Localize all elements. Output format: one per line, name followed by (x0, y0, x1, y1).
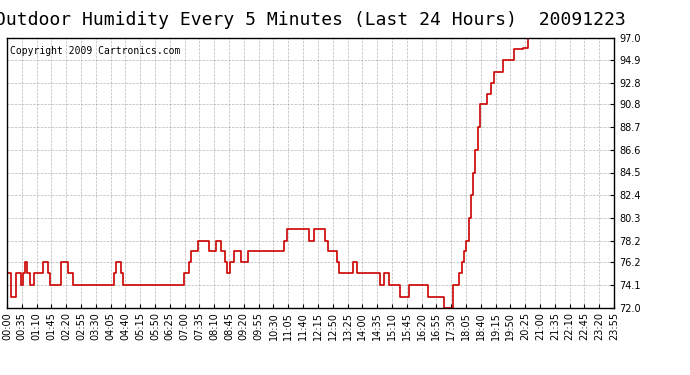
Text: Copyright 2009 Cartronics.com: Copyright 2009 Cartronics.com (10, 46, 180, 56)
Text: Outdoor Humidity Every 5 Minutes (Last 24 Hours)  20091223: Outdoor Humidity Every 5 Minutes (Last 2… (0, 11, 626, 29)
